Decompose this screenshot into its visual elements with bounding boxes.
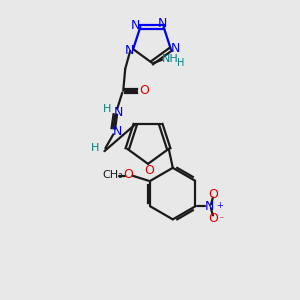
Text: H: H (91, 143, 100, 153)
Text: O: O (208, 212, 218, 225)
Text: N: N (158, 16, 167, 29)
Text: N: N (114, 106, 123, 119)
Text: O: O (208, 188, 218, 201)
Text: O: O (123, 168, 133, 181)
Text: N: N (171, 42, 181, 55)
Text: CH₃: CH₃ (103, 170, 123, 180)
Text: N: N (131, 20, 140, 32)
Text: NH: NH (161, 54, 178, 64)
Text: H: H (103, 103, 112, 114)
Text: N: N (204, 200, 214, 213)
Text: ⁻: ⁻ (218, 215, 223, 225)
Text: +: + (216, 201, 223, 210)
Text: N: N (124, 44, 134, 57)
Text: O: O (139, 84, 149, 97)
Text: H: H (177, 58, 184, 68)
Text: O: O (144, 164, 154, 177)
Text: N: N (112, 125, 122, 138)
